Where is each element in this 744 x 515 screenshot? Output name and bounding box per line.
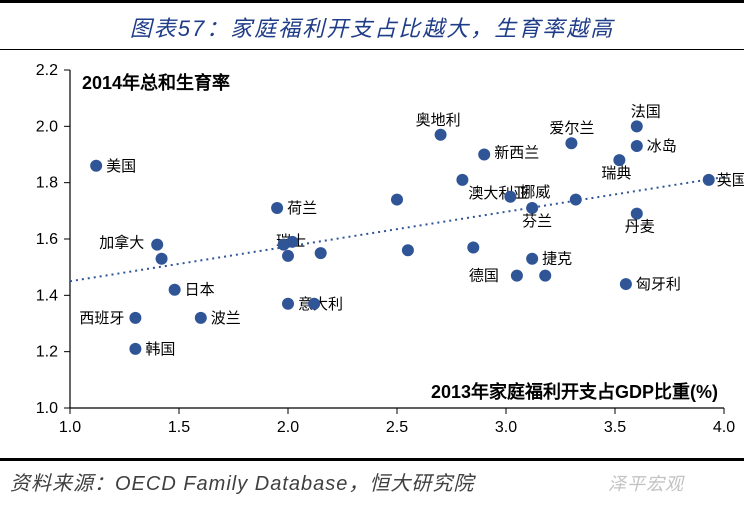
point-label: 英国 [717,171,744,189]
data-point [631,120,643,132]
svg-text:2.0: 2.0 [277,419,299,436]
data-point [315,247,327,259]
data-point [282,298,294,310]
scatter-chart: 1.0 1.2 1.4 1.6 1.8 2.0 2.2 1.0 1.5 2.0 2.5 3.0 3.5 4… [0,50,744,458]
point-label: 波兰 [211,310,241,327]
point-label: 加拿大 [99,234,144,252]
svg-text:1.8: 1.8 [36,175,58,192]
point-label: 奥地利 [416,112,461,129]
data-point [631,140,643,152]
data-point [156,253,168,265]
svg-text:3.5: 3.5 [604,419,626,436]
data-point [565,137,577,149]
point-label: 瑞典 [601,165,631,182]
svg-text:1.4: 1.4 [36,287,58,304]
data-point [467,241,479,253]
data-point [526,253,538,265]
point-label: 芬兰 [522,213,552,230]
data-point [456,174,468,186]
data-point [271,202,283,214]
data-point [169,284,181,296]
svg-text:3.0: 3.0 [495,419,517,436]
svg-text:1.5: 1.5 [168,419,190,436]
point-label: 挪威 [520,184,550,201]
svg-text:2.2: 2.2 [36,62,58,79]
data-point [286,236,298,248]
data-point [402,244,414,256]
source-label: 资料来源：OECD Family Database，恒大研究院 [10,473,474,495]
data-point [282,250,294,262]
source-text: 资料来源：OECD Family Database，恒大研究院 泽平宏观 [0,458,744,502]
data-point [90,160,102,172]
data-point [478,149,490,161]
svg-text:1.0: 1.0 [36,400,58,417]
chart-title: 图表57：家庭福利开支占比越大，生育率越高 [0,0,744,50]
point-label: 新西兰 [494,145,539,162]
point-label: 法国 [631,103,661,120]
point-label: 意大利 [298,295,343,313]
data-point [511,270,523,282]
data-point [308,298,320,310]
svg-text:2013年家庭福利开支占GDP比重(%): 2013年家庭福利开支占GDP比重(%) [431,381,718,402]
point-label: 荷兰 [287,200,317,217]
point-label: 美国 [106,158,136,175]
data-point [620,278,632,290]
point-label: 德国 [469,267,499,285]
data-point [129,312,141,324]
svg-text:1.2: 1.2 [36,344,58,361]
data-point [435,129,447,141]
data-point [570,194,582,206]
svg-text:2.0: 2.0 [36,118,58,135]
point-label: 丹麦 [625,219,655,236]
point-label: 捷克 [542,251,572,268]
data-point [703,174,715,186]
svg-text:1.0: 1.0 [59,419,81,436]
data-point [504,191,516,203]
svg-text:1.6: 1.6 [36,231,58,248]
data-point [195,312,207,324]
data-point [129,343,141,355]
point-label: 韩国 [145,341,175,358]
point-label: 冰岛 [647,138,677,155]
point-label: 爱尔兰 [549,120,594,137]
point-label: 日本 [185,282,215,299]
data-point [391,194,403,206]
svg-text:2014年总和生育率: 2014年总和生育率 [82,72,230,93]
data-point [151,239,163,251]
svg-text:4.0: 4.0 [713,419,735,436]
point-label: 匈牙利 [636,276,681,293]
point-label: 西班牙 [79,310,124,327]
svg-text:2.5: 2.5 [386,419,408,436]
data-point [539,270,551,282]
watermark: 泽平宏观 [608,470,684,496]
